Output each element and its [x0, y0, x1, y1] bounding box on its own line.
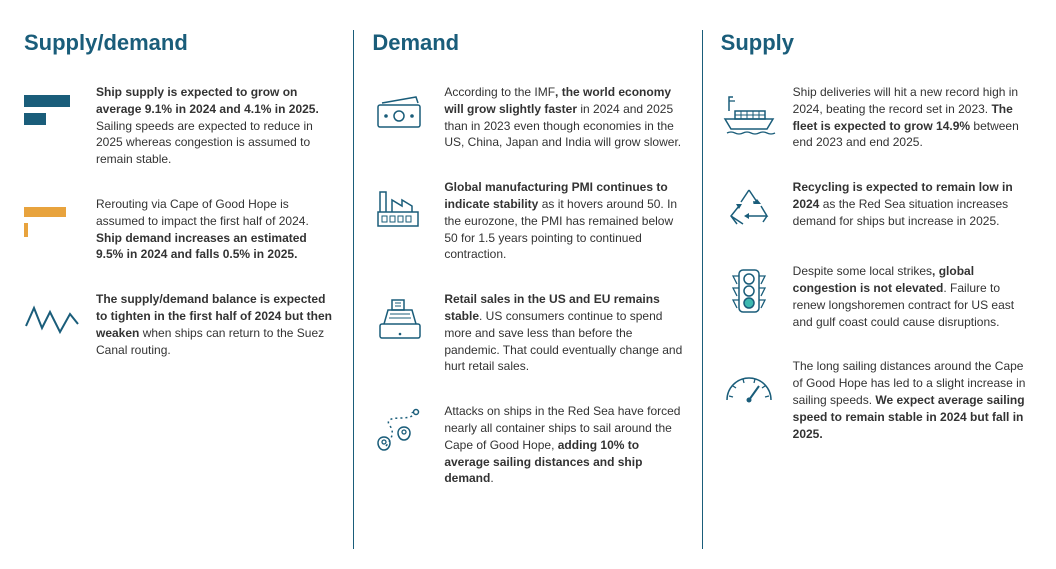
- column-1: Demand According to the IMF, the world e…: [354, 30, 701, 549]
- info-item: Recycling is expected to remain low in 2…: [721, 179, 1032, 235]
- info-item: Ship deliveries will hit a new record hi…: [721, 84, 1032, 151]
- item-text: Ship supply is expected to grow on avera…: [96, 84, 335, 168]
- wave-line-icon: [24, 291, 80, 347]
- info-item: The supply/demand balance is expected to…: [24, 291, 335, 358]
- info-item: Despite some local strikes, global conge…: [721, 263, 1032, 330]
- info-item: According to the IMF, the world economy …: [372, 84, 683, 151]
- info-item: Rerouting via Cape of Good Hope is assum…: [24, 196, 335, 263]
- item-text: Global manufacturing PMI continues to in…: [444, 179, 683, 263]
- item-text: Despite some local strikes, global conge…: [793, 263, 1032, 330]
- route-pins-icon: [372, 403, 428, 459]
- info-item: Ship supply is expected to grow on avera…: [24, 84, 335, 168]
- section-heading: Supply/demand: [24, 30, 335, 56]
- item-text: Attacks on ships in the Red Sea have for…: [444, 403, 683, 487]
- section-heading: Supply: [721, 30, 1032, 56]
- column-2: Supply Ship deliveries will hit a new re…: [703, 30, 1032, 549]
- traffic-light-icon: [721, 263, 777, 319]
- info-item: The long sailing distances around the Ca…: [721, 358, 1032, 442]
- item-text: Ship deliveries will hit a new record hi…: [793, 84, 1032, 151]
- bars-orange-icon: [24, 196, 80, 252]
- item-text: According to the IMF, the world economy …: [444, 84, 683, 151]
- columns-container: Supply/demand Ship supply is expected to…: [24, 30, 1032, 549]
- item-text: Rerouting via Cape of Good Hope is assum…: [96, 196, 335, 263]
- column-0: Supply/demand Ship supply is expected to…: [24, 30, 353, 549]
- info-item: Global manufacturing PMI continues to in…: [372, 179, 683, 263]
- info-item: Attacks on ships in the Red Sea have for…: [372, 403, 683, 487]
- section-heading: Demand: [372, 30, 683, 56]
- recycle-icon: [721, 179, 777, 235]
- item-text: The supply/demand balance is expected to…: [96, 291, 335, 358]
- factory-icon: [372, 179, 428, 235]
- cash-register-icon: [372, 291, 428, 347]
- item-text: The long sailing distances around the Ca…: [793, 358, 1032, 442]
- item-text: Recycling is expected to remain low in 2…: [793, 179, 1032, 229]
- item-text: Retail sales in the US and EU remains st…: [444, 291, 683, 375]
- gauge-icon: [721, 358, 777, 414]
- bars-blue-icon: [24, 84, 80, 140]
- info-item: Retail sales in the US and EU remains st…: [372, 291, 683, 375]
- ship-icon: [721, 84, 777, 140]
- money-icon: [372, 84, 428, 140]
